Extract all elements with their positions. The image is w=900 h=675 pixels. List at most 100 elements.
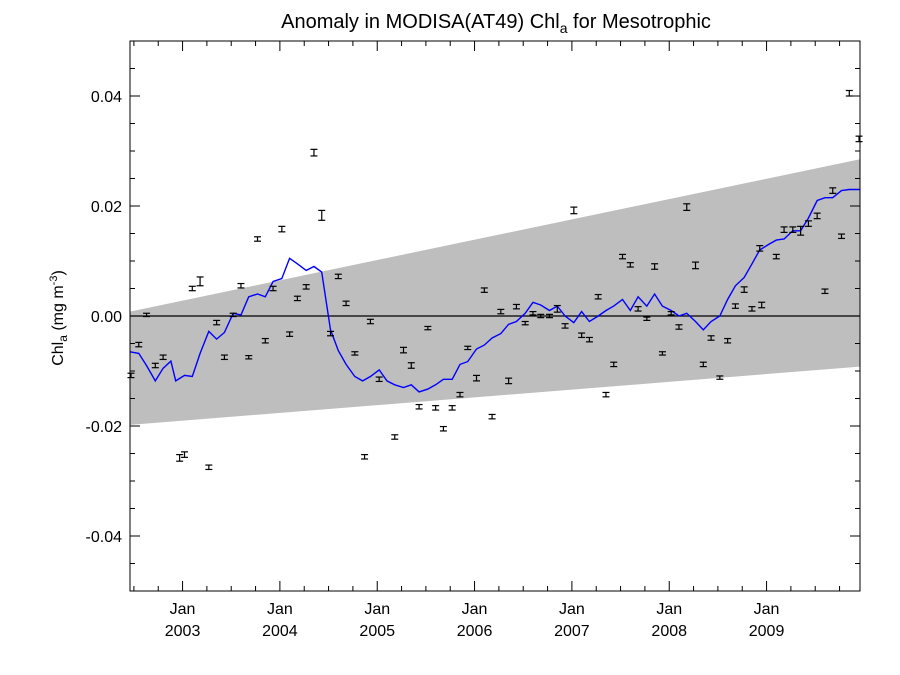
y-axis-label-units: (mg m: [50, 285, 67, 330]
anomaly-point: [724, 337, 732, 344]
x-tick-year-label: 2006: [457, 623, 493, 640]
anomaly-point: [205, 464, 213, 471]
anomaly-point: [651, 263, 659, 270]
anomaly-point: [537, 313, 545, 319]
anomaly-point: [683, 203, 691, 211]
anomaly-point: [407, 362, 415, 369]
anomaly-point: [269, 285, 277, 292]
anomaly-point: [261, 337, 269, 344]
running-mean-line: [129, 188, 860, 393]
anomaly-points-layer: [127, 89, 863, 471]
anomaly-point: [159, 354, 167, 361]
anomaly-point: [439, 425, 447, 432]
anomaly-point: [594, 293, 602, 300]
y-tick-label: 0.04: [91, 89, 122, 106]
anomaly-point: [188, 285, 196, 292]
x-tick-year-label: 2007: [554, 623, 590, 640]
anomaly-point: [619, 253, 627, 260]
anomaly-point: [602, 391, 610, 398]
anomaly-point: [464, 345, 472, 351]
x-tick-month-label: Jan: [267, 601, 293, 618]
anomaly-point: [707, 335, 715, 341]
anomaly-point: [658, 351, 666, 356]
anomaly-point: [456, 391, 464, 398]
anomaly-point: [220, 354, 228, 361]
anomaly-point: [789, 226, 797, 233]
anomaly-point: [521, 320, 529, 326]
y-axis-label: Chla (mg m-3): [48, 270, 70, 366]
anomaly-point: [578, 332, 586, 339]
anomaly-point: [731, 303, 739, 309]
anomaly-point: [585, 336, 593, 343]
anomaly-point: [351, 351, 359, 356]
x-tick-month-label: Jan: [656, 601, 682, 618]
anomaly-point: [561, 323, 569, 329]
anomaly-point: [181, 451, 189, 458]
anomaly-point: [699, 361, 707, 368]
anomaly-point: [553, 304, 561, 313]
chart-title-subscript: a: [560, 20, 568, 36]
anomaly-point: [391, 434, 399, 440]
anomaly-point: [310, 148, 318, 157]
anomaly-point: [675, 324, 683, 330]
anomaly-point: [254, 236, 262, 242]
x-tick-year-label: 2003: [165, 623, 201, 640]
anomaly-point: [610, 361, 618, 368]
chart-title-suffix: for Mesotrophic: [568, 11, 711, 33]
anomaly-point: [772, 253, 780, 260]
anomaly-point: [342, 300, 350, 307]
anomaly-point: [302, 284, 310, 290]
anomaly-point: [855, 135, 863, 143]
anomaly-point: [529, 311, 537, 316]
x-tick-year-label: 2004: [262, 623, 298, 640]
anomaly-point: [400, 346, 408, 354]
x-tick-month-label: Jan: [754, 601, 780, 618]
x-tick-year-label: 2005: [359, 623, 395, 640]
y-axis-label-subscript: a: [56, 335, 70, 342]
anomaly-point: [692, 261, 700, 270]
anomaly-point: [151, 362, 159, 369]
uncertainty-band: [130, 159, 860, 425]
anomaly-point: [813, 212, 821, 220]
anomaly-point: [448, 405, 456, 411]
running-mean-layer: [129, 188, 860, 393]
anomaly-point: [245, 355, 253, 360]
y-axis-label-units-close: ): [50, 270, 67, 275]
anomaly-point: [127, 372, 135, 379]
anomaly-point: [473, 374, 481, 382]
x-tick-month-label: Jan: [559, 601, 585, 618]
anomaly-point: [756, 245, 764, 252]
x-tick-year-label: 2009: [749, 623, 785, 640]
anomaly-point: [415, 403, 423, 410]
anomaly-point: [213, 319, 221, 326]
anomaly-point: [143, 312, 151, 318]
chart-title-main: Anomaly in MODISA(AT49) Chl: [281, 11, 560, 33]
anomaly-point: [318, 209, 326, 221]
uncertainty-band-layer: [130, 159, 860, 425]
x-tick-month-label: Jan: [462, 601, 488, 618]
anomaly-point: [780, 226, 788, 233]
anomaly-point: [293, 295, 301, 302]
y-axis-label-exponent: -3: [48, 276, 60, 286]
chart-title: Anomaly in MODISA(AT49) Chla for Mesotro…: [281, 11, 711, 36]
anomaly-point: [278, 225, 286, 233]
anomaly-point: [229, 312, 237, 318]
x-tick-month-label: Jan: [170, 601, 196, 618]
x-tick-month-label: Jan: [364, 601, 390, 618]
anomaly-point: [286, 331, 294, 337]
y-tick-label: 0.00: [91, 309, 122, 326]
anomaly-point: [196, 276, 204, 287]
anomaly-point: [361, 454, 369, 460]
x-tick-year-label: 2008: [651, 623, 687, 640]
y-tick-label: -0.04: [86, 529, 123, 546]
anomaly-point: [570, 206, 578, 215]
anomaly-point: [375, 376, 383, 383]
anomaly-point: [667, 311, 675, 316]
axes-layer: 0.04 0.02 0.00 -0.02 -0.04 Jan 2003 Jan 2004 Jan 2…: [86, 40, 861, 640]
anomaly-point: [135, 341, 143, 348]
anomaly-point: [797, 225, 805, 236]
anomaly-point: [424, 325, 432, 331]
anomaly-point: [740, 286, 748, 293]
anomaly-point: [366, 318, 374, 325]
